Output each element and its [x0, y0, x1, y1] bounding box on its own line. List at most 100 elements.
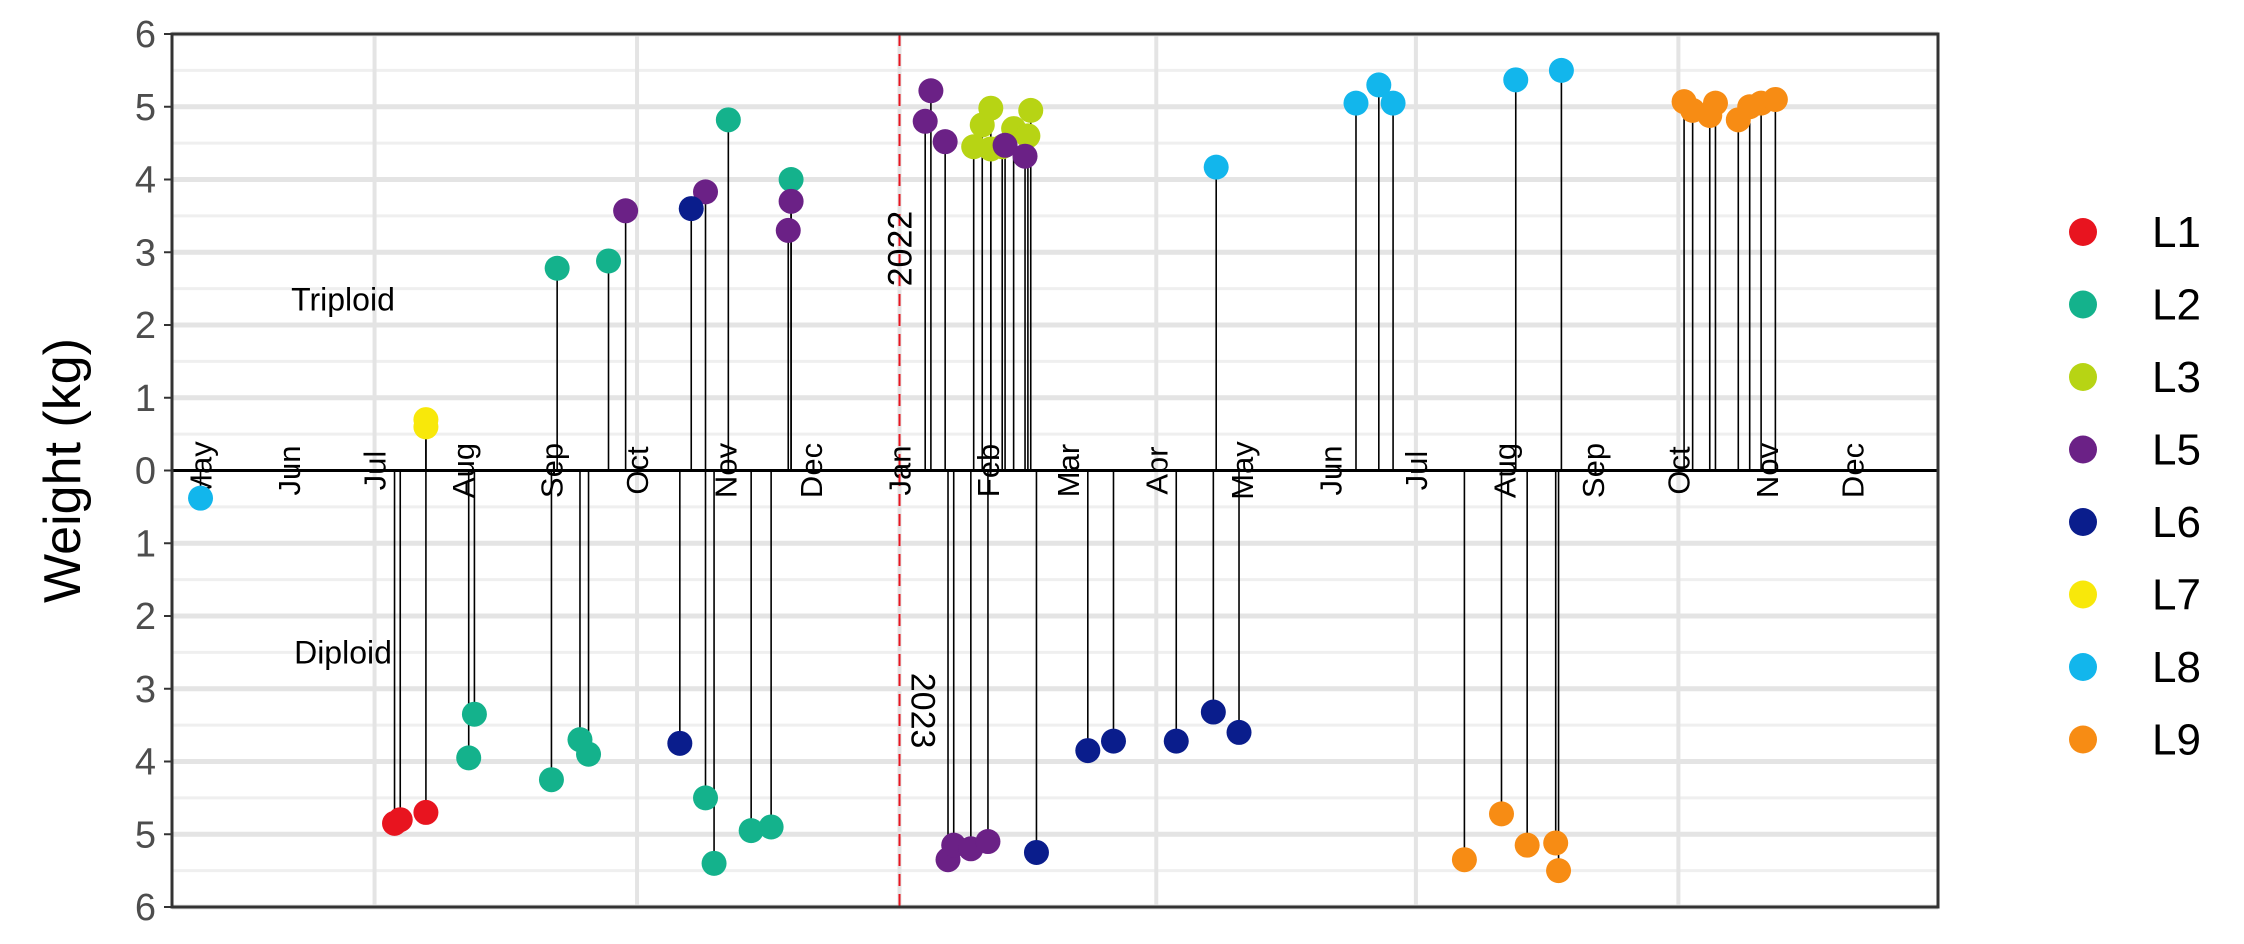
legend-key-l8: [2069, 653, 2097, 681]
data-points: [188, 57, 1788, 884]
x-month-label: Nov: [1750, 442, 1785, 498]
y-tick-label: 2: [135, 305, 156, 347]
point-l2: [738, 818, 764, 844]
y-tick-label: 4: [135, 160, 156, 202]
point-l1: [387, 807, 413, 833]
y-tick-label: 6: [135, 14, 156, 56]
point-l6: [1100, 728, 1126, 754]
point-l3: [1015, 123, 1041, 149]
point-l2: [758, 814, 784, 840]
point-l8: [1548, 57, 1574, 83]
x-month-label: Jun: [1313, 446, 1348, 496]
point-l2: [538, 767, 564, 793]
point-l2: [778, 167, 804, 192]
diploid-label: Diploid: [294, 634, 392, 670]
point-l3: [978, 95, 1004, 121]
point-l8: [1203, 154, 1229, 180]
x-month-label: Mar: [1051, 444, 1086, 497]
legend-key-l5: [2069, 435, 2097, 464]
annotations: 2022 2023 Triploid Diploid: [291, 211, 941, 749]
point-l2: [701, 850, 727, 876]
point-l5: [613, 198, 639, 224]
y-tick-label: 3: [135, 669, 156, 711]
y-tick-label: 3: [135, 232, 156, 274]
legend-key-l2: [2069, 290, 2097, 319]
point-l9: [1451, 847, 1477, 873]
y-tick-label: 6: [135, 887, 156, 929]
x-month-label: Oct: [1661, 446, 1696, 495]
legend-label: L9: [2152, 716, 2201, 765]
year-label-2023: 2023: [904, 673, 942, 749]
legend-label: L1: [2152, 208, 2201, 257]
legend-label: L2: [2152, 281, 2201, 330]
point-l8: [1503, 67, 1529, 93]
y-tick-label: 0: [135, 451, 156, 493]
point-l5: [1012, 143, 1038, 169]
point-l6: [1200, 699, 1226, 725]
x-month-label: Dec: [1835, 443, 1870, 498]
point-l8: [188, 485, 214, 511]
legend-label: L7: [2152, 571, 2201, 620]
stems: [199, 70, 1777, 871]
point-l2: [576, 741, 602, 767]
y-tick-label: 4: [135, 742, 156, 784]
point-l8: [1343, 90, 1369, 116]
x-month-label: Sep: [1576, 443, 1611, 498]
point-l5: [775, 217, 801, 243]
legend-label: L6: [2152, 498, 2201, 547]
y-axis-label: Weight (kg): [34, 338, 92, 603]
point-l9: [1762, 86, 1788, 112]
x-month-label: May: [1225, 441, 1260, 500]
legend: L1 L2 L3 L5 L6 L7 L8 L9: [2069, 208, 2201, 765]
point-l2: [715, 107, 741, 133]
point-l1: [413, 799, 439, 825]
legend-key-l7: [2069, 580, 2097, 609]
y-tick-label: 1: [135, 523, 156, 565]
point-l6: [1075, 738, 1101, 764]
legend-label: L3: [2152, 353, 2201, 402]
point-l5: [918, 78, 944, 104]
x-month-label: Apr: [1139, 446, 1174, 494]
point-l5: [992, 132, 1018, 158]
point-l2: [544, 255, 570, 281]
x-month-label: Aug: [1487, 443, 1522, 498]
point-l9: [1514, 832, 1540, 858]
year-label-2022: 2022: [882, 211, 920, 287]
x-month-label: Dec: [794, 443, 829, 498]
x-month-label: Jul: [1399, 451, 1434, 491]
point-l9: [1488, 801, 1514, 827]
point-l5: [975, 829, 1001, 855]
point-l9: [1546, 858, 1572, 884]
y-tick-label: 5: [135, 87, 156, 129]
point-l2: [693, 785, 719, 811]
x-month-label: Jan: [883, 446, 918, 496]
y-tick-label: 5: [135, 814, 156, 856]
point-l6: [678, 196, 704, 222]
point-l5: [932, 129, 958, 155]
point-l7: [413, 407, 439, 433]
point-l2: [596, 248, 622, 274]
legend-key-l1: [2069, 218, 2097, 246]
legend-key-l9: [2069, 725, 2097, 754]
legend-key-l6: [2069, 508, 2097, 536]
point-l5: [778, 188, 804, 214]
point-l6: [1163, 728, 1189, 754]
x-month-label: Jul: [358, 451, 393, 491]
y-tick-label: 2: [135, 596, 156, 638]
y-axis-ticks: 6 5 4 3 2 1 0 1 2 3 4 5 6: [135, 14, 172, 929]
point-l5: [912, 108, 938, 134]
point-l8: [1366, 72, 1392, 98]
point-l6: [667, 730, 693, 756]
triploid-label: Triploid: [291, 282, 395, 318]
legend-label: L5: [2152, 426, 2201, 475]
legend-key-l3: [2069, 363, 2097, 391]
plot-panel-border: [170, 32, 1940, 909]
point-l2: [456, 745, 482, 771]
point-l6: [1023, 839, 1049, 865]
x-month-label: Jun: [272, 446, 307, 496]
point-l6: [1226, 719, 1252, 745]
point-l5: [693, 179, 719, 205]
point-l8: [1380, 90, 1406, 116]
point-l2: [461, 701, 487, 727]
